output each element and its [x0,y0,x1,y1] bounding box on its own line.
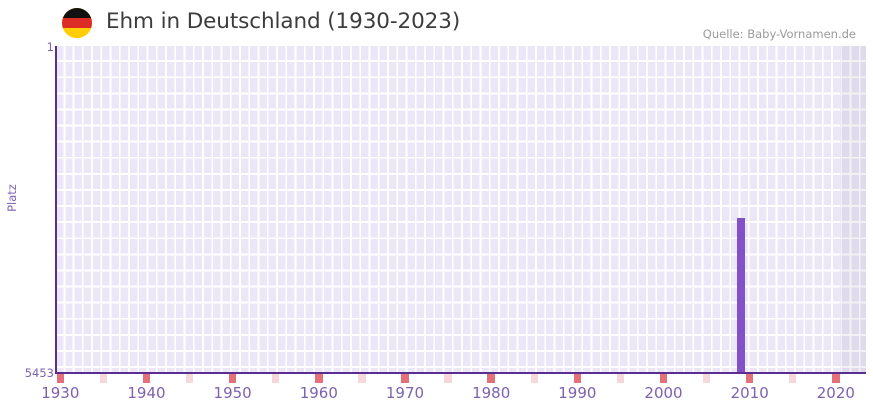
x-tick-marker-mid [702,374,711,383]
x-tick-marker-decade [659,374,668,383]
x-tick-marker-decade [401,374,409,383]
x-tick-marker-mid [358,374,366,383]
x-tick-marker-decade [832,374,840,383]
y-axis-line [55,46,57,374]
x-tick-marker-mid [444,374,452,383]
x-tick-marker-mid [530,374,538,383]
x-tick-marker-decade [56,374,64,383]
x-axis-tick-label: 1990 [558,384,597,402]
x-axis-tick-label: 1970 [385,384,425,402]
x-axis-tick-label: 2010 [730,384,769,402]
x-tick-marker-decade [745,374,754,383]
x-tick-marker-mid [272,374,280,383]
x-tick-marker-mid [185,374,194,383]
x-axis-tick-label: 1950 [213,384,252,402]
y-axis-tick-bottom: 5453 [24,366,54,380]
x-axis-tick-label: 1940 [127,384,166,402]
x-tick-marker-decade [573,374,582,383]
x-axis-tick-label: 1930 [41,384,80,402]
x-tick-marker-decade [228,374,237,383]
y-axis-title: Platz [5,184,19,212]
y-axis-tick-top: 1 [46,40,54,54]
x-axis-tick-label: 1980 [472,384,511,402]
flag-band-gold [62,28,92,38]
german-flag-icon [62,8,92,38]
plot-area [56,46,866,373]
x-axis-tick-label: 2020 [816,384,855,402]
source-attribution: Quelle: Baby-Vornamen.de [702,27,856,41]
x-axis-tick-label: 2000 [644,384,683,402]
x-tick-marker-mid [789,374,797,383]
future-band-shading [840,46,866,373]
x-tick-marker-mid [616,374,625,383]
flag-band-red [62,18,92,28]
flag-band-black [62,8,92,19]
data-bar[interactable] [737,218,745,373]
chart-header: Ehm in Deutschland (1930-2023) Quelle: B… [0,0,873,46]
x-tick-marker-decade [142,374,151,383]
x-axis-line [55,372,866,374]
x-tick-marker-decade [315,374,323,383]
x-tick-marker-decade [487,374,495,383]
page-title: Ehm in Deutschland (1930-2023) [106,9,461,34]
x-tick-marker-mid [99,374,108,383]
x-axis-tick-label: 1960 [299,384,338,402]
